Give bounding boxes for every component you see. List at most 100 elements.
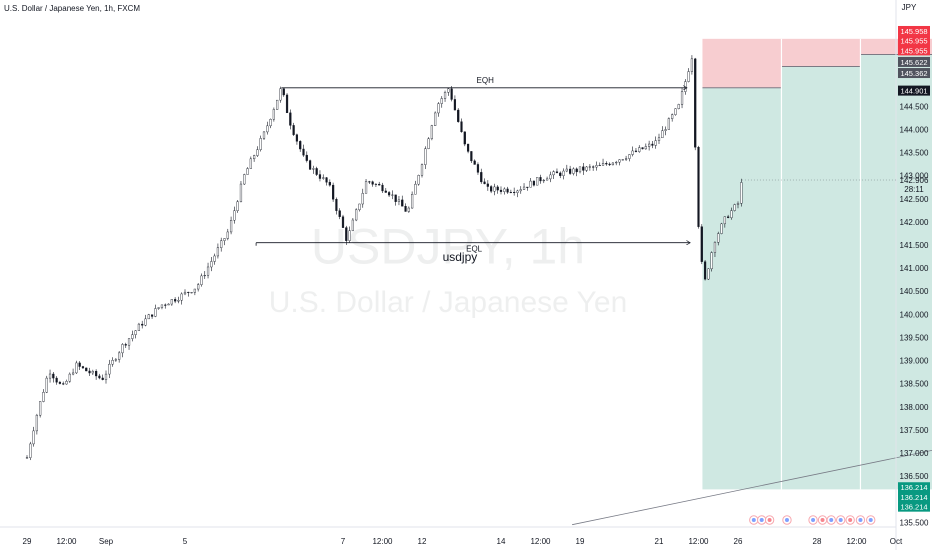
candle-body [259,138,262,150]
price-tag-bg [898,56,930,67]
candle-body [203,275,206,277]
price-tick-label: 139.500 [900,333,929,342]
candle-body [430,125,433,139]
candle-body [177,300,180,302]
candle-body [134,330,137,335]
candle-body [730,210,733,218]
economic-event-icon[interactable] [764,515,775,525]
candle-body [638,147,641,152]
candle-body [262,131,266,139]
candle-body [229,220,233,233]
candle-body [727,216,730,218]
price-tag-label: 145.958 [900,27,927,36]
price-tick-label: 135.500 [900,518,929,527]
candle-body [236,201,239,211]
economic-event-icon[interactable] [866,515,876,525]
price-tick-label: 144.500 [900,102,929,111]
candle-body [361,193,364,205]
economic-event-icon[interactable] [749,515,759,525]
candle-body [325,177,328,183]
candle-body [75,362,78,374]
candle-body [582,166,585,171]
candle-body [486,183,489,187]
economic-event-icon[interactable] [782,515,792,525]
time-tick-label: 12:00 [530,537,551,546]
trend-line [572,449,932,526]
candle-body [108,363,111,375]
price-axis[interactable]: JPY 135.500136.000136.500137.000137.5001… [741,0,929,550]
candle-body [364,181,368,194]
candle-body [170,299,173,305]
candle-body [243,174,246,185]
candle-body [308,160,312,170]
candle-body [200,275,203,285]
candle-body [592,166,595,168]
price-tag-label: 145.362 [900,69,927,78]
economic-event-icon[interactable] [826,515,836,525]
candle-body [618,159,621,163]
candle-body [154,308,157,317]
economic-event-icon[interactable] [757,515,767,525]
candle-body [220,240,223,248]
candle-body [127,338,131,346]
economic-event-icon[interactable] [808,515,818,525]
time-tick-label: 12:00 [372,537,393,546]
economic-event-icon[interactable] [817,515,828,525]
candle-body [434,112,437,126]
candle-body [276,99,279,110]
price-tag-bg [898,501,930,512]
candle-body [48,373,52,379]
economic-events[interactable] [749,515,876,525]
candle-body [381,184,384,192]
candle-body [611,162,615,166]
price-tick-label: 142.500 [900,195,929,204]
candle-body [694,58,697,148]
candle-body [572,168,575,174]
last-price-label: 142.906 [900,176,929,185]
candle-body [131,334,134,339]
time-axis[interactable]: 29 12:00 Sep 5 7 12:00 12 14 12:00 19 21 12:00 26 28 1… [0,526,932,546]
candle-body [111,360,114,365]
candle-body [575,168,578,173]
candle-body [213,255,216,262]
candle-body [216,247,220,257]
price-tick-label: 142.000 [900,218,929,227]
candle-body [499,189,503,192]
candle-body [624,158,628,160]
watermark-symbol: USDJPY, 1h [311,219,585,275]
text-note-usdjpy: usdjpy [443,250,478,264]
time-tick-label: 28 [813,537,822,546]
candle-body [697,147,700,227]
candle-body [707,268,710,280]
candle-body [58,381,62,384]
candle-body [318,174,322,179]
price-tick-label: 140.500 [900,287,929,296]
candle-body [644,146,647,150]
candle-body [322,177,325,179]
symbol-watermark: USDJPY, 1h U.S. Dollar / Japanese Yen [269,219,628,320]
economic-event-icon[interactable] [836,515,846,525]
price-tick-label: 138.500 [900,380,929,389]
economic-event-icon[interactable] [845,515,855,525]
candle-body [167,303,170,306]
candle-body [193,288,196,293]
candle-body [141,323,144,326]
time-tick-label: 12:00 [56,537,77,546]
price-tick-label: 143.000 [900,172,929,181]
candle-body [315,168,318,175]
stop-zone-1 [702,38,782,88]
candle-body [450,88,453,100]
candle-body [634,150,638,152]
candle-body [68,373,71,382]
event-dot-icon [829,518,834,522]
economic-event-icon[interactable] [855,515,866,525]
price-tag-bg [898,85,930,96]
target-zone-1 [702,87,782,490]
candle-body [124,344,127,346]
candle-body [35,414,38,432]
candle-body [345,227,348,241]
candle-body [733,204,736,211]
candle-body [39,401,42,416]
price-tag-bg [898,68,930,79]
